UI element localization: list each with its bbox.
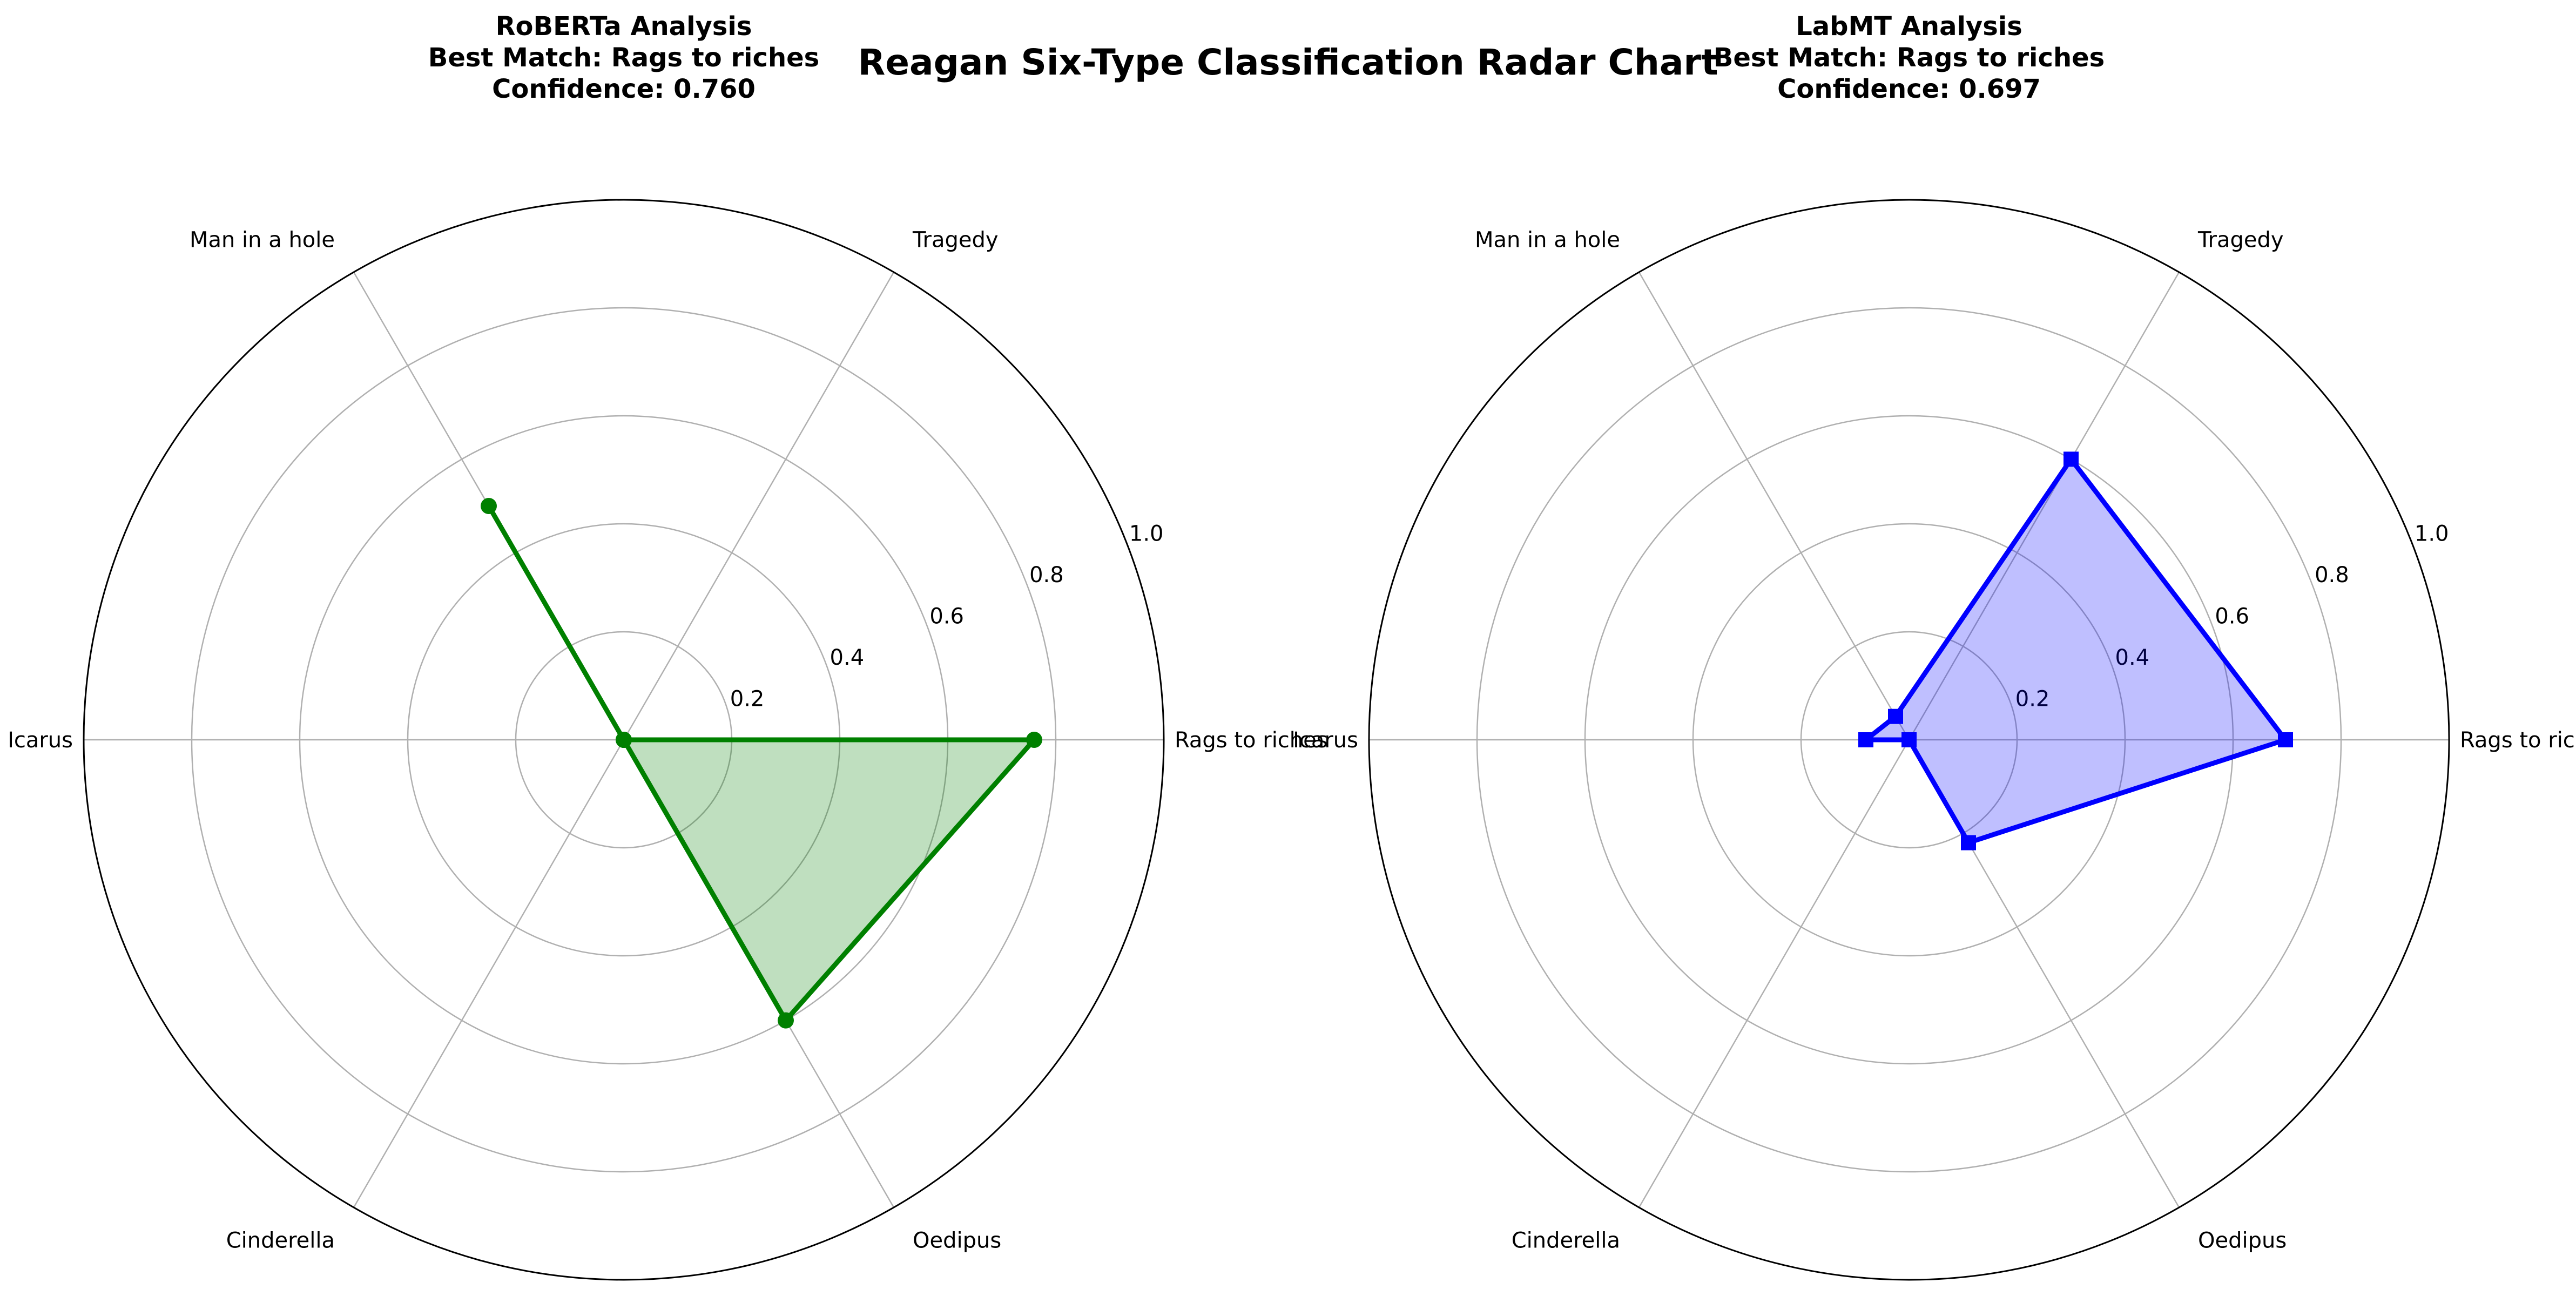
r-tick-label: 0.2: [2015, 686, 2050, 711]
panel-title-line: Confidence: 0.697: [1777, 74, 2041, 104]
data-point-cinderella: [616, 732, 632, 748]
radar-panel-2: LabMT Analysis Best Match: Rags to riches…: [1293, 11, 2576, 1281]
category-label-icarus: Icarus: [8, 728, 73, 753]
r-tick-label: 0.6: [2215, 604, 2249, 629]
category-label-oedipus: Oedipus: [2198, 1228, 2287, 1253]
data-point-oedipus: [778, 1012, 794, 1029]
r-tick-label: 0.8: [1029, 563, 1064, 588]
data-point-icarus: [1858, 732, 1873, 747]
data-point-cinderella: [1901, 732, 1917, 747]
category-label-icarus: Icarus: [1293, 728, 1358, 753]
r-tick-label: 1.0: [1129, 521, 1164, 546]
category-label-tragedy: Tragedy: [912, 227, 999, 252]
grid-spoke: [623, 272, 895, 740]
r-tick-label: 0.4: [830, 645, 865, 670]
panel-title-line: LabMT Analysis: [1796, 11, 2022, 42]
data-point-man-in-a-hole: [481, 497, 497, 514]
data-point-rags-to-riches: [1026, 732, 1042, 748]
radar-panels: RoBERTa Analysis Best Match: Rags to rich…: [8, 11, 2576, 1281]
data-point-rags-to-riches: [2278, 732, 2293, 747]
series-area: [1866, 459, 2285, 843]
panel-title-line: Best Match: Rags to riches: [1714, 43, 2105, 73]
panel-title: LabMT Analysis Best Match: Rags to riches…: [1714, 11, 2105, 104]
r-tick-label: 0.6: [929, 604, 964, 629]
series-line: [486, 503, 1037, 1023]
r-tick-label: 0.4: [2115, 645, 2150, 670]
panel-title-line: Best Match: Rags to riches: [428, 43, 820, 73]
grid-spoke: [1638, 739, 1910, 1208]
data-point-oedipus: [1961, 835, 1976, 850]
data-point-man-in-a-hole: [1888, 708, 1903, 724]
category-label-rags-to-riches: Rags to riches: [2460, 728, 2576, 753]
figure-suptitle: Reagan Six-Type Classification Radar Cha…: [858, 42, 1718, 83]
grid-spoke: [1908, 272, 2180, 740]
r-tick-label: 0.2: [730, 686, 765, 711]
outer-circle: [83, 199, 1165, 1281]
category-label-tragedy: Tragedy: [2197, 227, 2284, 252]
radar-panel-1: RoBERTa Analysis Best Match: Rags to rich…: [8, 11, 1328, 1281]
panel-title-line: Confidence: 0.760: [492, 74, 756, 104]
category-label-man-in-a-hole: Man in a hole: [1475, 227, 1620, 252]
panel-title-line: RoBERTa Analysis: [496, 11, 752, 42]
category-label-oedipus: Oedipus: [913, 1228, 1001, 1253]
category-label-man-in-a-hole: Man in a hole: [190, 227, 335, 252]
panel-title: RoBERTa Analysis Best Match: Rags to rich…: [428, 11, 820, 104]
r-tick-label: 1.0: [2415, 521, 2449, 546]
data-point-tragedy: [2064, 451, 2079, 467]
r-tick-label: 0.8: [2315, 563, 2349, 588]
grid-spoke: [1638, 272, 1910, 740]
category-label-cinderella: Cinderella: [226, 1228, 335, 1253]
category-label-cinderella: Cinderella: [1512, 1228, 1620, 1253]
outer-circle: [1368, 199, 2450, 1281]
grid-spoke: [353, 739, 625, 1208]
category-label-rags-to-riches: Rags to riches: [1175, 728, 1328, 753]
